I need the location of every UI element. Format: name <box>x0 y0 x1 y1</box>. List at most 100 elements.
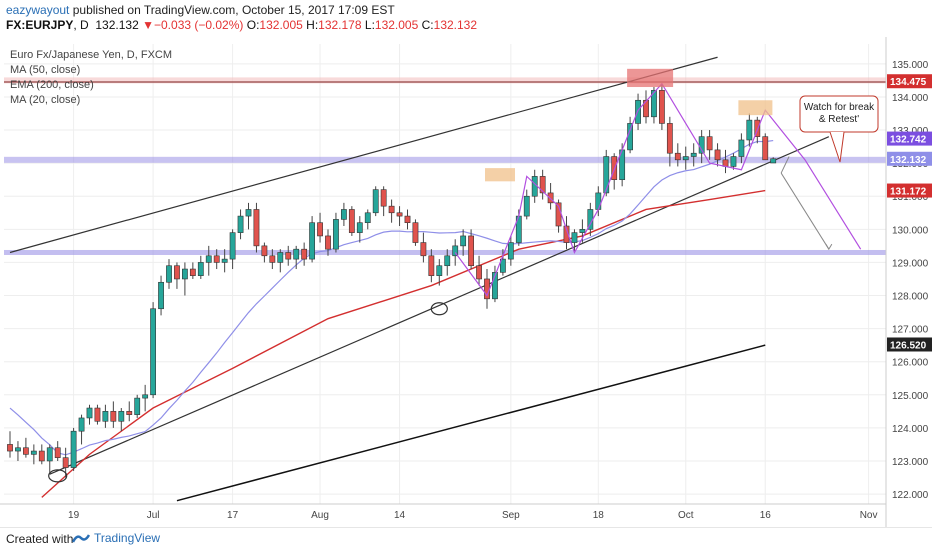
candle-body <box>301 248 308 260</box>
candle-body <box>277 252 284 263</box>
touch-circle-1 <box>48 469 68 483</box>
candle-body <box>30 450 37 455</box>
legend-ma20[interactable]: MA (20, close) <box>10 94 81 106</box>
candle-body <box>285 252 292 260</box>
candle-body <box>714 149 721 161</box>
candle-body <box>62 457 69 468</box>
candle-body <box>364 212 371 224</box>
candle-body <box>658 90 665 124</box>
price-label: 126.520 <box>890 340 927 351</box>
candle-body <box>730 156 737 167</box>
publish-info: published on TradingView.com, October 15… <box>72 3 395 17</box>
pattern-line <box>454 82 862 297</box>
projection-arrow-head <box>825 243 833 251</box>
candle-body <box>539 176 546 194</box>
y-tick-label: 127.000 <box>892 325 929 336</box>
candle-body <box>317 222 323 237</box>
price-label: 134.475 <box>890 77 927 88</box>
candle-body <box>420 242 427 257</box>
candle-body <box>507 242 514 260</box>
last-price: 132.132 <box>95 18 139 32</box>
candle-body <box>595 192 602 210</box>
candle-body <box>15 447 21 452</box>
x-tick-label: Sep <box>502 510 520 521</box>
author-link[interactable]: eazywayout <box>6 3 70 17</box>
candle-body <box>666 123 673 154</box>
publish-line: eazywayout published on TradingView.com,… <box>6 3 395 17</box>
annotation-pointer <box>829 131 845 163</box>
open-label: O: <box>246 18 260 32</box>
tradingview-logo-icon <box>72 534 90 543</box>
candle-body <box>643 99 649 118</box>
candle-body <box>452 245 459 257</box>
price-change: −0.033 (−0.02%) <box>154 18 244 32</box>
change-down-icon: ▼ <box>142 18 154 32</box>
candle-body <box>380 189 387 207</box>
price-chart[interactable]: Watch for break& Retest' 122.000 123.000 12… <box>0 37 932 527</box>
channel-upper-line <box>9 56 718 254</box>
tradingview-brand: TradingView <box>94 531 161 545</box>
chart-area[interactable]: Watch for break & Retest' 122.000 123.000 12… <box>0 37 932 527</box>
y-tick-label: 134.000 <box>892 93 929 104</box>
candle-body <box>396 212 403 217</box>
candle-body <box>189 268 196 276</box>
tradingview-link[interactable]: TradingView <box>72 531 160 545</box>
candle-body <box>547 192 554 204</box>
footer: Created with TradingView <box>0 527 932 551</box>
candle-body <box>348 209 355 233</box>
candle-body <box>142 394 149 399</box>
price-label-bg <box>887 183 932 198</box>
y-tick-label: 122.000 <box>892 490 929 501</box>
candle-body <box>579 229 586 233</box>
candle-body <box>86 407 93 419</box>
candle-body <box>603 156 610 194</box>
high-label: H: <box>306 18 319 32</box>
right-shoulder-highlight <box>738 100 773 116</box>
top-highlight <box>627 68 674 88</box>
chart-header: eazywayout published on TradingView.com,… <box>0 0 932 34</box>
candle-body <box>460 235 467 247</box>
x-tick-label: 16 <box>760 510 772 521</box>
ma20-line <box>9 139 774 456</box>
candle-body <box>38 450 45 462</box>
candle-body <box>762 136 769 161</box>
resistance-zone <box>4 77 886 84</box>
y-tick-label: 133.000 <box>892 126 929 137</box>
candle-body <box>754 119 761 137</box>
price-label-bg <box>887 131 932 146</box>
legend-title: Euro Fx/Japanese Yen, D, FXCM <box>10 49 173 61</box>
touch-circle-2 <box>430 302 448 316</box>
ema200-line <box>41 189 766 498</box>
candle-body <box>356 222 363 233</box>
y-tick-label: 135.000 <box>892 60 929 71</box>
ma50-line <box>176 344 766 502</box>
price-label-bg <box>887 337 932 352</box>
candle-body <box>54 447 61 458</box>
legend-ema200[interactable]: EMA (200, close) <box>10 79 94 91</box>
retest-arrow <box>780 156 790 174</box>
candle-body <box>388 205 395 214</box>
y-tick-label: 130.000 <box>892 225 929 236</box>
candle-body <box>722 159 729 167</box>
symbol-line: FX:EURJPY, D 132.132 ▼−0.033 (−0.02%) O:… <box>6 18 478 32</box>
legend-ma50[interactable]: MA (50, close) <box>10 64 81 76</box>
candle-body <box>690 152 697 157</box>
candle-body <box>182 268 188 280</box>
y-tick-label: 123.000 <box>892 457 929 468</box>
candle-body <box>213 255 220 263</box>
candle-body <box>611 156 618 180</box>
candle-body <box>269 255 276 263</box>
x-tick-label: 18 <box>593 510 605 521</box>
candle-body <box>221 258 228 263</box>
candle-body <box>110 411 117 422</box>
y-tick-label: 124.000 <box>892 424 929 435</box>
candle-body <box>444 255 451 267</box>
candle-body <box>499 258 506 273</box>
x-tick-label: Jul <box>147 510 160 521</box>
y-tick-label: 129.000 <box>892 258 929 269</box>
price-label-bg <box>887 74 932 89</box>
x-tick-label: 19 <box>68 510 80 521</box>
y-tick-label: 126.000 <box>892 358 929 369</box>
x-tick-label: Oct <box>678 510 694 521</box>
candle-body <box>674 152 681 161</box>
